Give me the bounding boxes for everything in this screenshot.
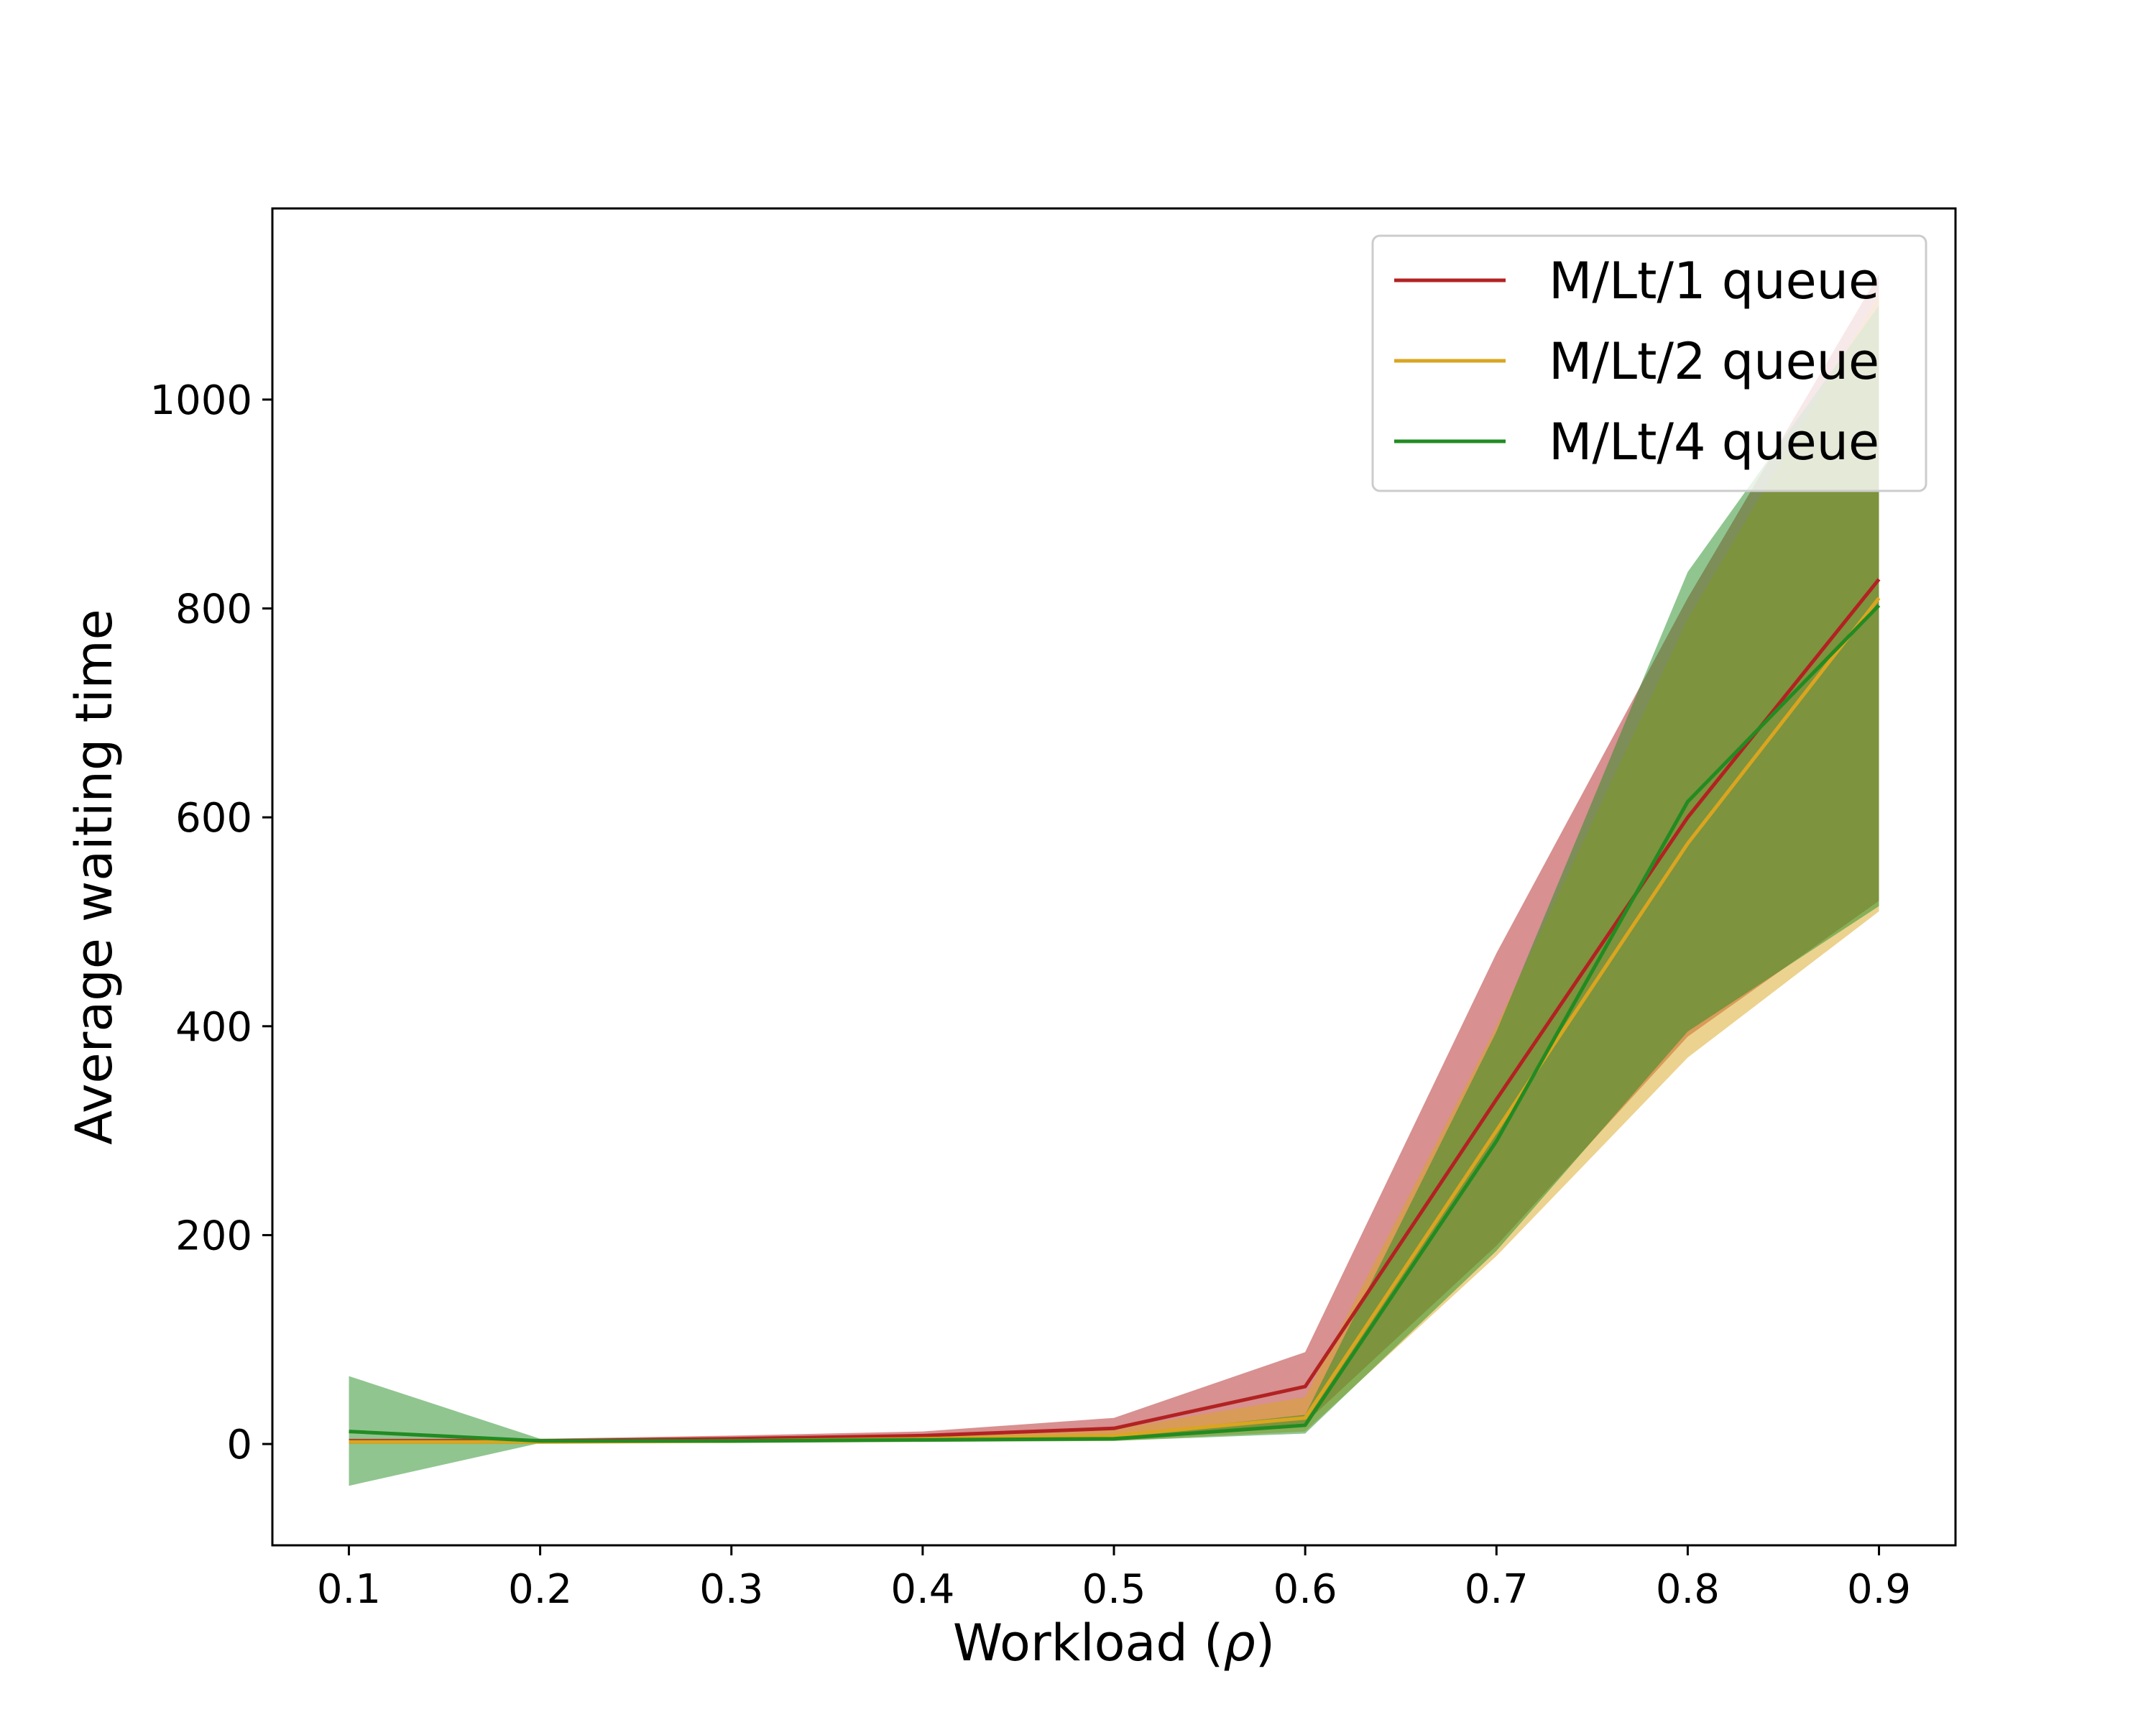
- y-tick-label: 0: [226, 1422, 252, 1468]
- y-tick-label: 600: [175, 795, 252, 842]
- series-lines: [349, 578, 1881, 1444]
- x-tick-label: 0.8: [1656, 1566, 1720, 1613]
- x-tick-label: 0.1: [317, 1566, 381, 1613]
- y-tick-label: 200: [175, 1213, 252, 1259]
- legend-label-1: M/Lt/1 queue: [1549, 252, 1879, 310]
- line-series-3: [349, 604, 1881, 1443]
- band-series-3: [349, 305, 1879, 1486]
- x-tick-label: 0.5: [1082, 1566, 1146, 1613]
- x-axis: 0.1 0.2 0.3 0.4 0.5 0.6 0.7 0.8 0.9: [317, 1545, 1911, 1613]
- legend-label-2: M/Lt/2 queue: [1549, 332, 1879, 391]
- legend-label-3: M/Lt/4 queue: [1549, 413, 1879, 472]
- x-axis-title: Workload (ρ): [953, 1614, 1275, 1673]
- x-axis-title-symbol: ρ: [1223, 1614, 1255, 1673]
- confidence-bands: [349, 274, 1879, 1486]
- y-axis-title: Average waiting time: [65, 609, 124, 1144]
- x-tick-label: 0.6: [1273, 1566, 1337, 1613]
- x-tick-label: 0.4: [890, 1566, 954, 1613]
- x-axis-title-close: ): [1256, 1614, 1275, 1673]
- y-tick-label: 400: [175, 1004, 252, 1051]
- y-axis: 0 200 400 600 800 1000: [149, 377, 272, 1468]
- x-tick-label: 0.7: [1465, 1566, 1529, 1613]
- legend: M/Lt/1 queue M/Lt/2 queue M/Lt/4 queue: [1371, 234, 1927, 492]
- x-tick-label: 0.2: [508, 1566, 572, 1613]
- legend-frame: [1371, 234, 1927, 492]
- y-tick-label: 1000: [149, 377, 252, 424]
- x-axis-title-text: Workload (: [953, 1614, 1223, 1673]
- x-tick-label: 0.9: [1847, 1566, 1911, 1613]
- x-tick-label: 0.3: [699, 1566, 763, 1613]
- y-tick-label: 800: [175, 586, 252, 633]
